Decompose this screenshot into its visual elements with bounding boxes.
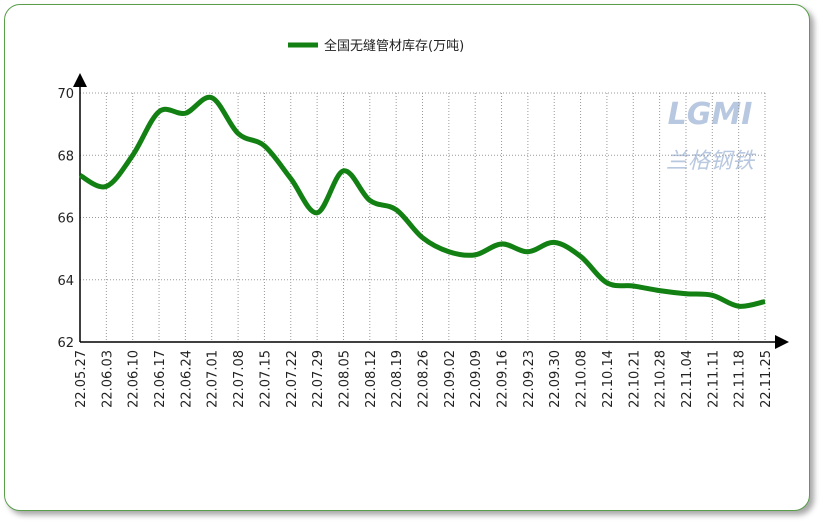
x-tick-label: 22.07.22 bbox=[285, 350, 300, 408]
watermark-text: 兰格钢铁 bbox=[666, 149, 757, 174]
x-tick-label: 22.09.02 bbox=[443, 350, 458, 408]
x-axis-arrow bbox=[775, 335, 789, 349]
x-tick-label: 22.09.16 bbox=[496, 350, 511, 408]
x-tick-label: 22.07.08 bbox=[232, 350, 247, 408]
x-tick-label: 22.10.14 bbox=[601, 350, 616, 408]
y-tick-label: 66 bbox=[57, 212, 74, 227]
x-tick-label: 22.06.24 bbox=[179, 350, 194, 408]
x-tick-label: 22.06.03 bbox=[100, 350, 115, 408]
x-tick-label: 22.09.09 bbox=[469, 350, 484, 408]
x-tick-label: 22.11.18 bbox=[733, 350, 748, 408]
x-tick-label: 22.08.26 bbox=[417, 350, 432, 408]
y-tick-label: 68 bbox=[57, 149, 74, 164]
x-tick-label: 22.06.10 bbox=[127, 350, 142, 408]
x-tick-label: 22.10.08 bbox=[575, 350, 590, 408]
line bbox=[78, 94, 766, 309]
x-tick-label: 22.10.21 bbox=[627, 350, 642, 408]
x-tick-label: 22.09.23 bbox=[522, 350, 537, 408]
watermark-logo: LGMI bbox=[668, 97, 753, 132]
x-tick-label: 22.09.30 bbox=[548, 350, 563, 408]
x-tick-label: 22.06.17 bbox=[153, 350, 168, 408]
x-tick-label: 22.08.12 bbox=[364, 350, 379, 408]
panel bbox=[4, 4, 810, 511]
y-tick-label: 70 bbox=[57, 87, 74, 102]
x-tick-label: 22.07.29 bbox=[311, 350, 326, 408]
x-tick-label: 22.05.27 bbox=[74, 350, 89, 408]
x-tick-label: 22.11.11 bbox=[706, 350, 721, 408]
x-tick-label: 22.07.15 bbox=[258, 350, 273, 408]
x-tick-label: 22.10.28 bbox=[654, 350, 669, 408]
x-tick-label: 22.11.25 bbox=[759, 350, 774, 408]
y-tick-label: 64 bbox=[57, 274, 74, 289]
y-tick-label: 62 bbox=[57, 336, 74, 351]
x-tick-label: 22.07.01 bbox=[206, 350, 221, 408]
x-tick-label: 22.08.19 bbox=[390, 350, 405, 408]
legend-label: 全国无缝管材库存(万吨) bbox=[324, 38, 464, 54]
x-tick-label: 22.11.04 bbox=[680, 350, 695, 408]
y-axis-arrow bbox=[73, 73, 87, 87]
x-tick-label: 22.08.05 bbox=[337, 350, 352, 408]
